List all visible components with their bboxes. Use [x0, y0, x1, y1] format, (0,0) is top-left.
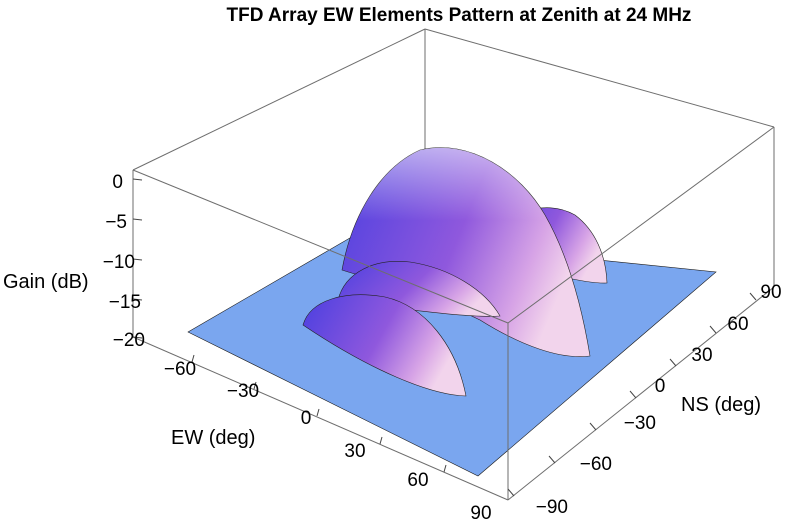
x-tick-label: −30: [227, 381, 259, 402]
z-tick-label: −5: [105, 212, 127, 233]
z-tick-label: −15: [109, 292, 141, 313]
z-tick-label: −10: [103, 252, 135, 273]
x-tick-label: 90: [470, 503, 491, 524]
x-tick-label: −60: [164, 359, 196, 380]
x-tick-label: 0: [301, 408, 312, 429]
chart-title: TFD Array EW Elements Pattern at Zenith …: [227, 5, 692, 26]
y-tick-label: 60: [727, 314, 748, 335]
y-tick-label: 30: [691, 345, 712, 366]
lobe-ns-minus-45: [302, 294, 467, 397]
x-tick-label: 60: [407, 470, 428, 491]
y-axis-label: NS (deg): [681, 394, 761, 416]
z-tick-label: 0: [112, 172, 123, 193]
y-tick-label: −60: [580, 454, 612, 475]
lobes: [302, 147, 608, 397]
z-tick-label: −20: [113, 330, 145, 351]
bounding-box-back: [132, 28, 775, 337]
y-tick-label: −90: [536, 497, 568, 518]
y-tick-label: 0: [655, 376, 666, 397]
x-tick-label: 30: [344, 441, 365, 462]
y-axis: −90 −60 −30 0 30 60 90 NS (deg): [507, 282, 782, 518]
bounding-box-front: [132, 126, 775, 501]
z-axis: 0 −5 −10 −15 −20 Gain (dB): [3, 172, 145, 351]
x-axis: −60 −30 0 30 60 90 EW (deg): [164, 354, 492, 524]
y-tick-label: −30: [624, 413, 656, 434]
x-axis-label: EW (deg): [171, 427, 255, 449]
z-axis-label: Gain (dB): [3, 271, 89, 293]
y-tick-label: 90: [760, 282, 781, 303]
